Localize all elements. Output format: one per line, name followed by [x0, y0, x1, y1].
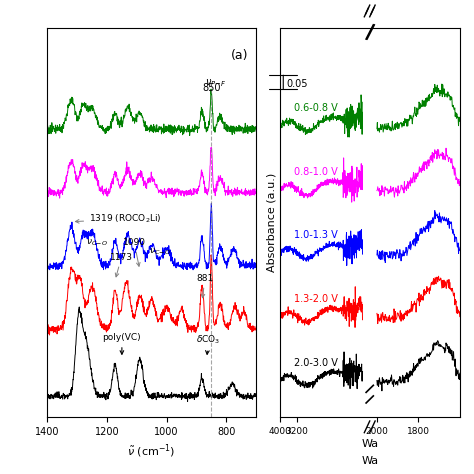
- Text: poly(VC): poly(VC): [102, 333, 141, 354]
- Y-axis label: Absorbance (a.u.): Absorbance (a.u.): [267, 173, 277, 273]
- Text: (a): (a): [230, 49, 248, 62]
- Text: $\nu_{P\!-\!F}$: $\nu_{P\!-\!F}$: [205, 77, 227, 89]
- Text: $\nu_{C\!-\!O}$: $\nu_{C\!-\!O}$: [149, 246, 171, 257]
- Text: 1.0-1.3 V: 1.0-1.3 V: [294, 230, 338, 240]
- Text: 1090: 1090: [123, 238, 146, 266]
- Text: Wa: Wa: [361, 456, 378, 466]
- Text: 1319 (ROCO$_2$Li): 1319 (ROCO$_2$Li): [75, 213, 162, 225]
- X-axis label: $\tilde{\nu}$ (cm$^{-1}$): $\tilde{\nu}$ (cm$^{-1}$): [128, 442, 176, 460]
- Text: 0.8-1.0 V: 0.8-1.0 V: [294, 167, 338, 177]
- Text: 881: 881: [196, 273, 214, 298]
- X-axis label: Wa: Wa: [361, 438, 378, 448]
- Text: $\nu_{C\!-\!O}$: $\nu_{C\!-\!O}$: [86, 238, 108, 248]
- Text: $\delta$CO$_3$: $\delta$CO$_3$: [196, 333, 220, 354]
- Text: 850: 850: [202, 83, 220, 93]
- Text: 1173: 1173: [110, 253, 133, 277]
- Text: 0.6-0.8 V: 0.6-0.8 V: [294, 103, 338, 113]
- Text: 2.0-3.0 V: 2.0-3.0 V: [294, 358, 338, 368]
- Text: 0.05: 0.05: [287, 79, 309, 89]
- Text: 1.3-2.0 V: 1.3-2.0 V: [294, 294, 338, 304]
